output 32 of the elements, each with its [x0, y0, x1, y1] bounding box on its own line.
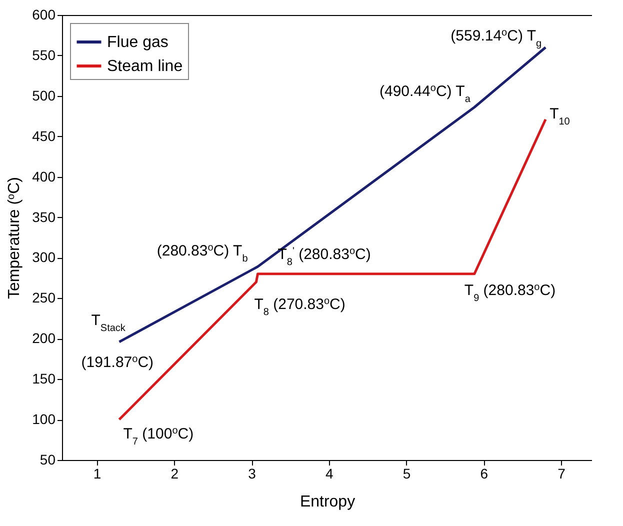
annotation: (280.83$^{o}$C) T$_{b}$: [156, 242, 248, 264]
x-tick-label: 1: [93, 466, 102, 482]
annotation: T$_{9}$ (280.83$^{o}$C): [464, 281, 556, 304]
annotation: (490.44$^{o}$C) T$_{a}$: [380, 82, 471, 105]
y-tick-label: 50: [40, 452, 56, 468]
x-tick-label: 2: [170, 466, 179, 482]
y-tick-label: 500: [32, 87, 56, 104]
annotation: (559.14$^{o}$C) T$_{g}$: [450, 26, 542, 49]
y-tick-label: 600: [32, 6, 56, 22]
y-tick-label: 100: [32, 411, 56, 428]
annotation: T$_{8}$$^{'}$ (280.83$^{o}$C): [278, 245, 371, 268]
legend-label: Flue gas: [107, 34, 168, 51]
annotation: T$_{Stack}$: [91, 312, 126, 334]
annotation: T$_{10}$: [550, 105, 570, 127]
x-tick-label: 5: [402, 466, 411, 482]
x-tick-label: 3: [248, 466, 256, 482]
y-tick-label: 550: [32, 46, 56, 63]
y-tick-label: 300: [32, 249, 56, 266]
y-tick-label: 200: [32, 330, 56, 346]
x-tick-label: 4: [326, 466, 334, 482]
y-tick-label: 250: [32, 290, 56, 306]
annotation: T$_{8}$ (270.83$^{o}$C): [254, 296, 346, 318]
y-tick-label: 400: [32, 168, 56, 184]
x-tick-label: 6: [480, 466, 488, 482]
y-tick-label: 150: [32, 370, 56, 387]
y-tick-label: 350: [32, 208, 56, 225]
x-tick-label: 7: [558, 466, 566, 482]
annotation: T$_{7}$ (100$^{o}$C): [123, 425, 194, 448]
x-axis-title: Entropy: [300, 494, 356, 510]
legend-label: Steam line: [107, 58, 183, 75]
y-tick-label: 450: [32, 128, 56, 144]
annotation: (191.87$^{o}$C): [81, 353, 154, 371]
